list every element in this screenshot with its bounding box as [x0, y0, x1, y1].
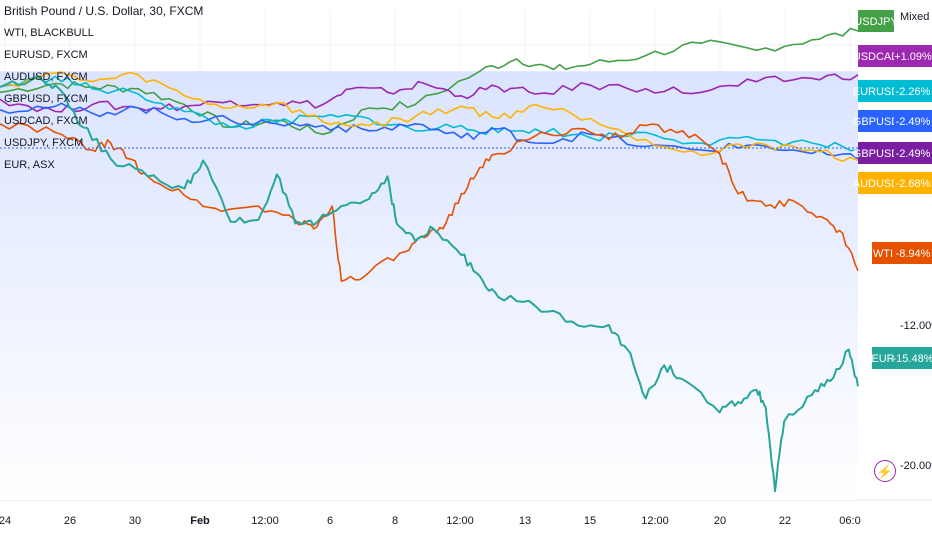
price-label-value: -2.49% [896, 116, 931, 128]
price-label-usdcad[interactable]: USDCAD+1.09% [853, 45, 932, 67]
x-tick-label: 20 [714, 515, 726, 527]
price-label-value-bg [894, 110, 932, 132]
legend-item-wti[interactable]: WTI, BLACKBULL [4, 27, 94, 39]
legend-item-usdcad[interactable]: USDCAD, FXCM [4, 115, 88, 127]
price-label-name: USDJPY [854, 16, 898, 28]
main-series-area [0, 71, 858, 500]
price-label-value: -2.68% [896, 178, 931, 190]
y-tick-label: -12.00% [900, 320, 932, 332]
series-line-audusd[interactable] [0, 71, 859, 162]
price-label-name-bg [858, 110, 894, 132]
x-tick-label: 12:00 [641, 515, 669, 527]
x-tick-label: 06:0 [839, 515, 860, 527]
price-label-value-bg [894, 347, 932, 369]
price-label-name-bg [858, 10, 894, 32]
price-label-value: -8.94% [896, 248, 931, 260]
x-tick-label: 12:00 [251, 515, 279, 527]
price-label-value-bg [894, 172, 932, 194]
price-label-value-bg [894, 80, 932, 102]
price-label-name: AUDUSD [853, 178, 900, 190]
price-label-eur[interactable]: EUR-15.48% [871, 347, 932, 369]
lightning-icon[interactable]: ⚡ [874, 460, 896, 482]
price-label-name: GBPUSD [853, 116, 900, 128]
price-label-name: WTI [873, 248, 893, 260]
price-label-name: GBPUSD [853, 148, 900, 160]
x-tick-label: 15 [584, 515, 596, 527]
price-label-name-bg [858, 80, 894, 102]
price-label-eurusd[interactable]: EURUSD-2.26% [853, 80, 932, 102]
x-tick-label: 24 [0, 515, 11, 527]
x-tick-label: 30 [129, 515, 141, 527]
price-label-name: EUR [871, 353, 894, 365]
legend-item-eurusd[interactable]: EURUSD, FXCM [4, 49, 88, 61]
price-label-audusd[interactable]: AUDUSD-2.68% [853, 172, 932, 194]
price-label-value: -2.49% [896, 148, 931, 160]
series-line-usdjpy[interactable] [0, 27, 859, 136]
price-label-gbpusd[interactable]: GBPUSD-2.49% [853, 110, 932, 132]
series-line-usdcad[interactable] [0, 73, 859, 113]
series-line-eur[interactable] [0, 75, 859, 493]
legend-item-gbpusd[interactable]: GBPUSD, FXCM [4, 93, 88, 105]
price-label-value: -2.26% [896, 86, 931, 98]
scale-mode-label[interactable]: Mixed [900, 11, 929, 23]
series-line-gbpusd[interactable] [0, 102, 859, 160]
price-label-name-bg [858, 172, 894, 194]
x-tick-label: 8 [392, 515, 398, 527]
x-tick-label: 26 [64, 515, 76, 527]
price-label-name-bg [872, 242, 894, 264]
x-tick-label: 12:00 [446, 515, 474, 527]
legend-item-eur[interactable]: EUR, ASX [4, 159, 55, 171]
price-label-gbpusd[interactable]: GBPUSD-2.49% [853, 142, 932, 164]
chart-legend: WTI, BLACKBULL EURUSD, FXCM AUDUSD, FXCM… [4, 22, 94, 176]
price-label-name-bg [858, 45, 894, 67]
x-tick-label: 13 [519, 515, 531, 527]
series-line-eurusd[interactable] [0, 75, 859, 152]
x-tick-label: 22 [779, 515, 791, 527]
price-label-value: -15.48% [893, 353, 932, 365]
x-axis-ticks: 24 26 30 Feb 12:00 6 8 12:00 13 15 12:00 20 22 06:0 [0, 515, 861, 527]
x-tick-label: Feb [190, 515, 210, 527]
price-label-wti[interactable]: WTI -8.94% [872, 242, 932, 264]
price-label-name: EURUSD [853, 86, 900, 98]
price-label-value-bg [894, 142, 932, 164]
price-label-name-bg [858, 142, 894, 164]
price-label-value-bg [894, 45, 932, 67]
price-label-name: USDCAD [853, 51, 900, 63]
legend-item-usdjpy[interactable]: USDJPY, FXCM [4, 137, 84, 149]
series-lines [0, 27, 859, 493]
price-label-name-bg [872, 347, 894, 369]
legend-item-audusd[interactable]: AUDUSD, FXCM [4, 71, 88, 83]
chart-title: British Pound / U.S. Dollar, 30, FXCM [4, 4, 204, 18]
y-tick-label: -20.00% [900, 460, 932, 472]
x-tick-label: 6 [327, 515, 333, 527]
right-price-labels: USDJPYUSDCAD+1.09%EURUSD-2.26%GBPUSD-2.4… [853, 10, 932, 369]
price-label-value-bg [894, 242, 932, 264]
price-label-usdjpy[interactable]: USDJPY [854, 10, 898, 32]
price-label-value: +1.09% [894, 51, 932, 63]
